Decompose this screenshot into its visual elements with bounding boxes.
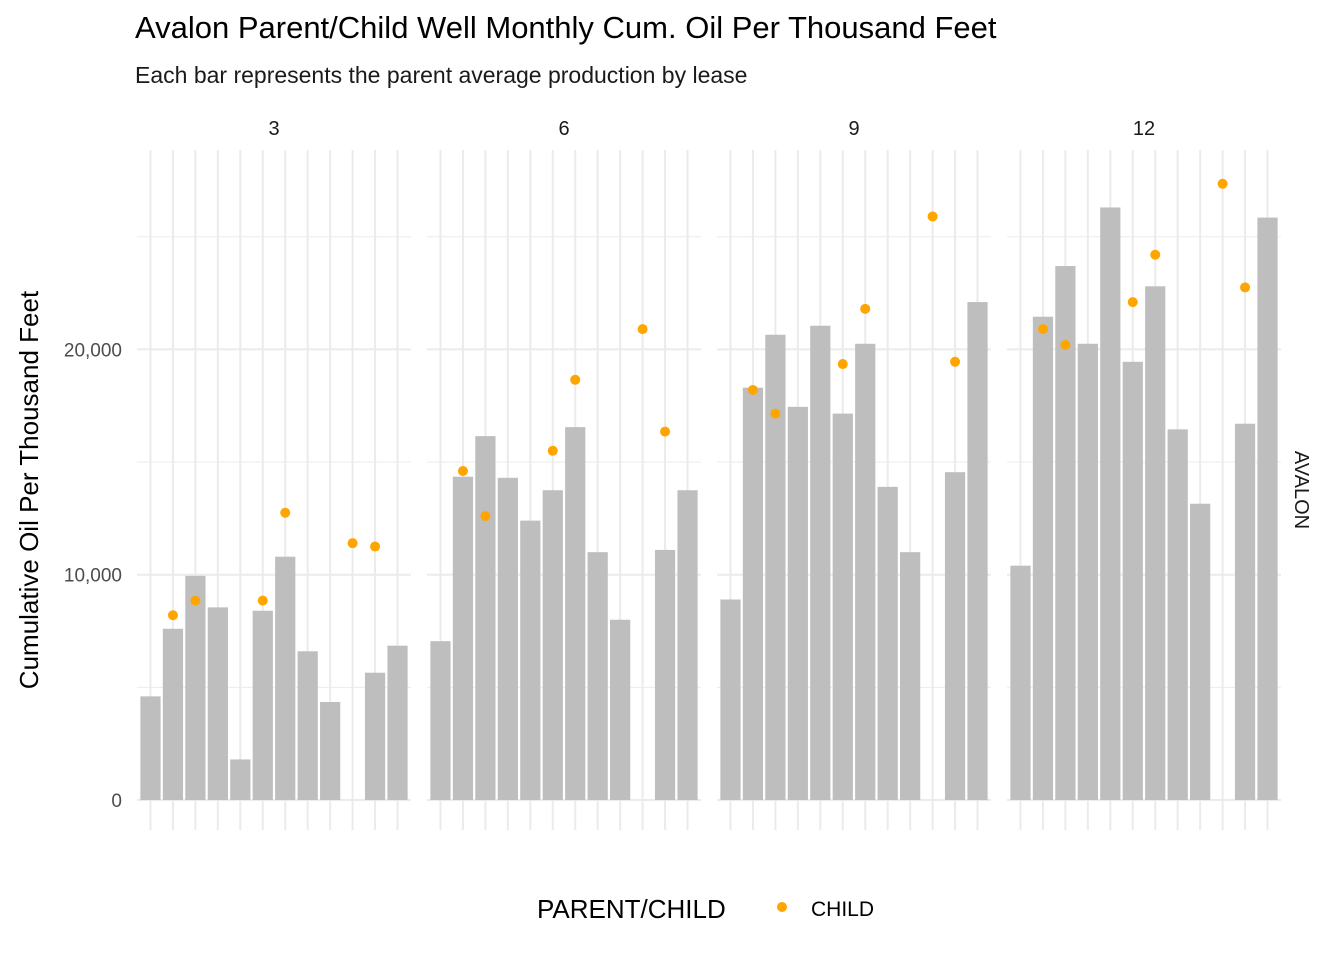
child-point-panel-3-lease-7 — [280, 507, 291, 518]
bar-panel-3-lease-1 — [140, 696, 161, 800]
bar-panel-12-lease-3 — [1055, 266, 1076, 800]
bar-panel-12-lease-11 — [1234, 423, 1256, 800]
chart-subtitle: Each bar represents the parent average p… — [135, 62, 748, 88]
child-point-panel-6-lease-3 — [480, 511, 491, 522]
y-tick-label: 0 — [111, 791, 122, 812]
bar-panel-6-lease-3 — [475, 436, 496, 800]
bar-panel-9-lease-11 — [944, 472, 966, 800]
bar-panel-9-lease-9 — [900, 552, 921, 800]
point-layer — [167, 178, 1251, 621]
bar-panel-9-lease-5 — [810, 325, 831, 800]
facet-label-6: 6 — [558, 118, 569, 140]
bar-panel-6-lease-8 — [587, 552, 608, 800]
child-point-panel-3-lease-10 — [347, 538, 358, 549]
y-axis-title: Cumulative Oil Per Thousand Feet — [14, 290, 44, 689]
bar-panel-9-lease-1 — [720, 599, 741, 800]
bar-panel-3-lease-12 — [387, 645, 408, 800]
y-tick-label: 10,000 — [64, 566, 122, 587]
legend-label-child: CHILD — [811, 898, 874, 921]
bar-panel-9-lease-3 — [765, 334, 786, 800]
bar-panel-9-lease-12 — [967, 302, 988, 800]
bar-layer — [140, 207, 1278, 801]
row-strip-label: AVALON — [1290, 451, 1312, 529]
bar-panel-6-lease-6 — [542, 490, 563, 800]
bar-panel-12-lease-1 — [1010, 565, 1031, 800]
bar-panel-9-lease-4 — [787, 406, 808, 800]
label-layer: 3 6 9 12 0 10,000 20,000 — [64, 118, 1155, 812]
bar-panel-3-lease-8 — [297, 651, 318, 800]
child-point-panel-6-lease-11 — [660, 426, 671, 437]
child-point-panel-9-lease-11 — [950, 356, 961, 367]
bar-panel-3-lease-5 — [230, 759, 251, 800]
bar-panel-6-lease-11 — [654, 549, 676, 800]
bar-panel-12-lease-2 — [1032, 316, 1054, 800]
child-point-panel-12-lease-10 — [1217, 178, 1228, 189]
legend-key-child — [777, 902, 787, 912]
y-tick-label: 20,000 — [64, 340, 122, 361]
bar-panel-3-lease-3 — [185, 575, 206, 800]
facet-label-12: 12 — [1133, 118, 1155, 140]
bar-panel-6-lease-12 — [677, 490, 698, 800]
bar-panel-6-lease-9 — [610, 619, 631, 800]
bar-panel-3-lease-4 — [207, 607, 228, 800]
bar-panel-9-lease-8 — [877, 486, 898, 800]
child-point-panel-9-lease-7 — [860, 303, 871, 314]
child-point-panel-6-lease-6 — [547, 445, 558, 456]
child-point-panel-6-lease-10 — [637, 324, 648, 335]
facet-label-3: 3 — [268, 118, 279, 140]
child-point-panel-9-lease-6 — [837, 359, 848, 370]
bar-panel-9-lease-2 — [742, 387, 764, 800]
bar-panel-12-lease-8 — [1167, 429, 1188, 800]
legend: PARENT/CHILD CHILD — [537, 894, 874, 924]
bar-panel-6-lease-7 — [565, 427, 586, 800]
bar-panel-12-lease-4 — [1077, 343, 1098, 800]
chart-title: Avalon Parent/Child Well Monthly Cum. Oi… — [135, 10, 997, 45]
bar-panel-9-lease-6 — [832, 413, 853, 800]
bar-panel-3-lease-9 — [320, 701, 341, 800]
child-point-panel-12-lease-2 — [1037, 324, 1048, 335]
bar-panel-12-lease-5 — [1100, 207, 1121, 801]
child-point-panel-12-lease-6 — [1127, 297, 1138, 308]
child-point-panel-9-lease-2 — [747, 384, 758, 395]
child-point-panel-6-lease-7 — [570, 374, 581, 385]
child-point-panel-12-lease-11 — [1240, 282, 1251, 293]
bar-panel-6-lease-5 — [520, 520, 541, 800]
bar-panel-12-lease-6 — [1122, 361, 1143, 800]
child-point-panel-12-lease-7 — [1150, 249, 1161, 260]
facet-label-9: 9 — [848, 118, 859, 140]
bar-panel-3-lease-6 — [252, 610, 273, 800]
bar-panel-12-lease-12 — [1257, 217, 1278, 800]
bar-panel-6-lease-1 — [430, 641, 451, 800]
bar-panel-3-lease-11 — [364, 672, 386, 800]
child-point-panel-3-lease-3 — [190, 595, 201, 606]
bar-panel-3-lease-2 — [162, 628, 184, 800]
bar-panel-6-lease-2 — [452, 476, 474, 800]
child-point-panel-6-lease-2 — [457, 466, 468, 477]
bar-panel-6-lease-4 — [497, 477, 518, 800]
bar-panel-12-lease-9 — [1190, 503, 1211, 800]
legend-title: PARENT/CHILD — [537, 894, 726, 924]
child-point-panel-12-lease-3 — [1060, 339, 1071, 350]
bar-panel-3-lease-7 — [275, 556, 296, 800]
child-point-panel-9-lease-3 — [770, 408, 781, 419]
child-point-panel-9-lease-10 — [927, 211, 938, 222]
child-point-panel-3-lease-2 — [167, 610, 178, 621]
bar-panel-12-lease-7 — [1145, 286, 1166, 801]
bar-panel-9-lease-7 — [855, 343, 876, 800]
child-point-panel-3-lease-11 — [370, 541, 381, 552]
child-point-panel-3-lease-6 — [257, 595, 268, 606]
